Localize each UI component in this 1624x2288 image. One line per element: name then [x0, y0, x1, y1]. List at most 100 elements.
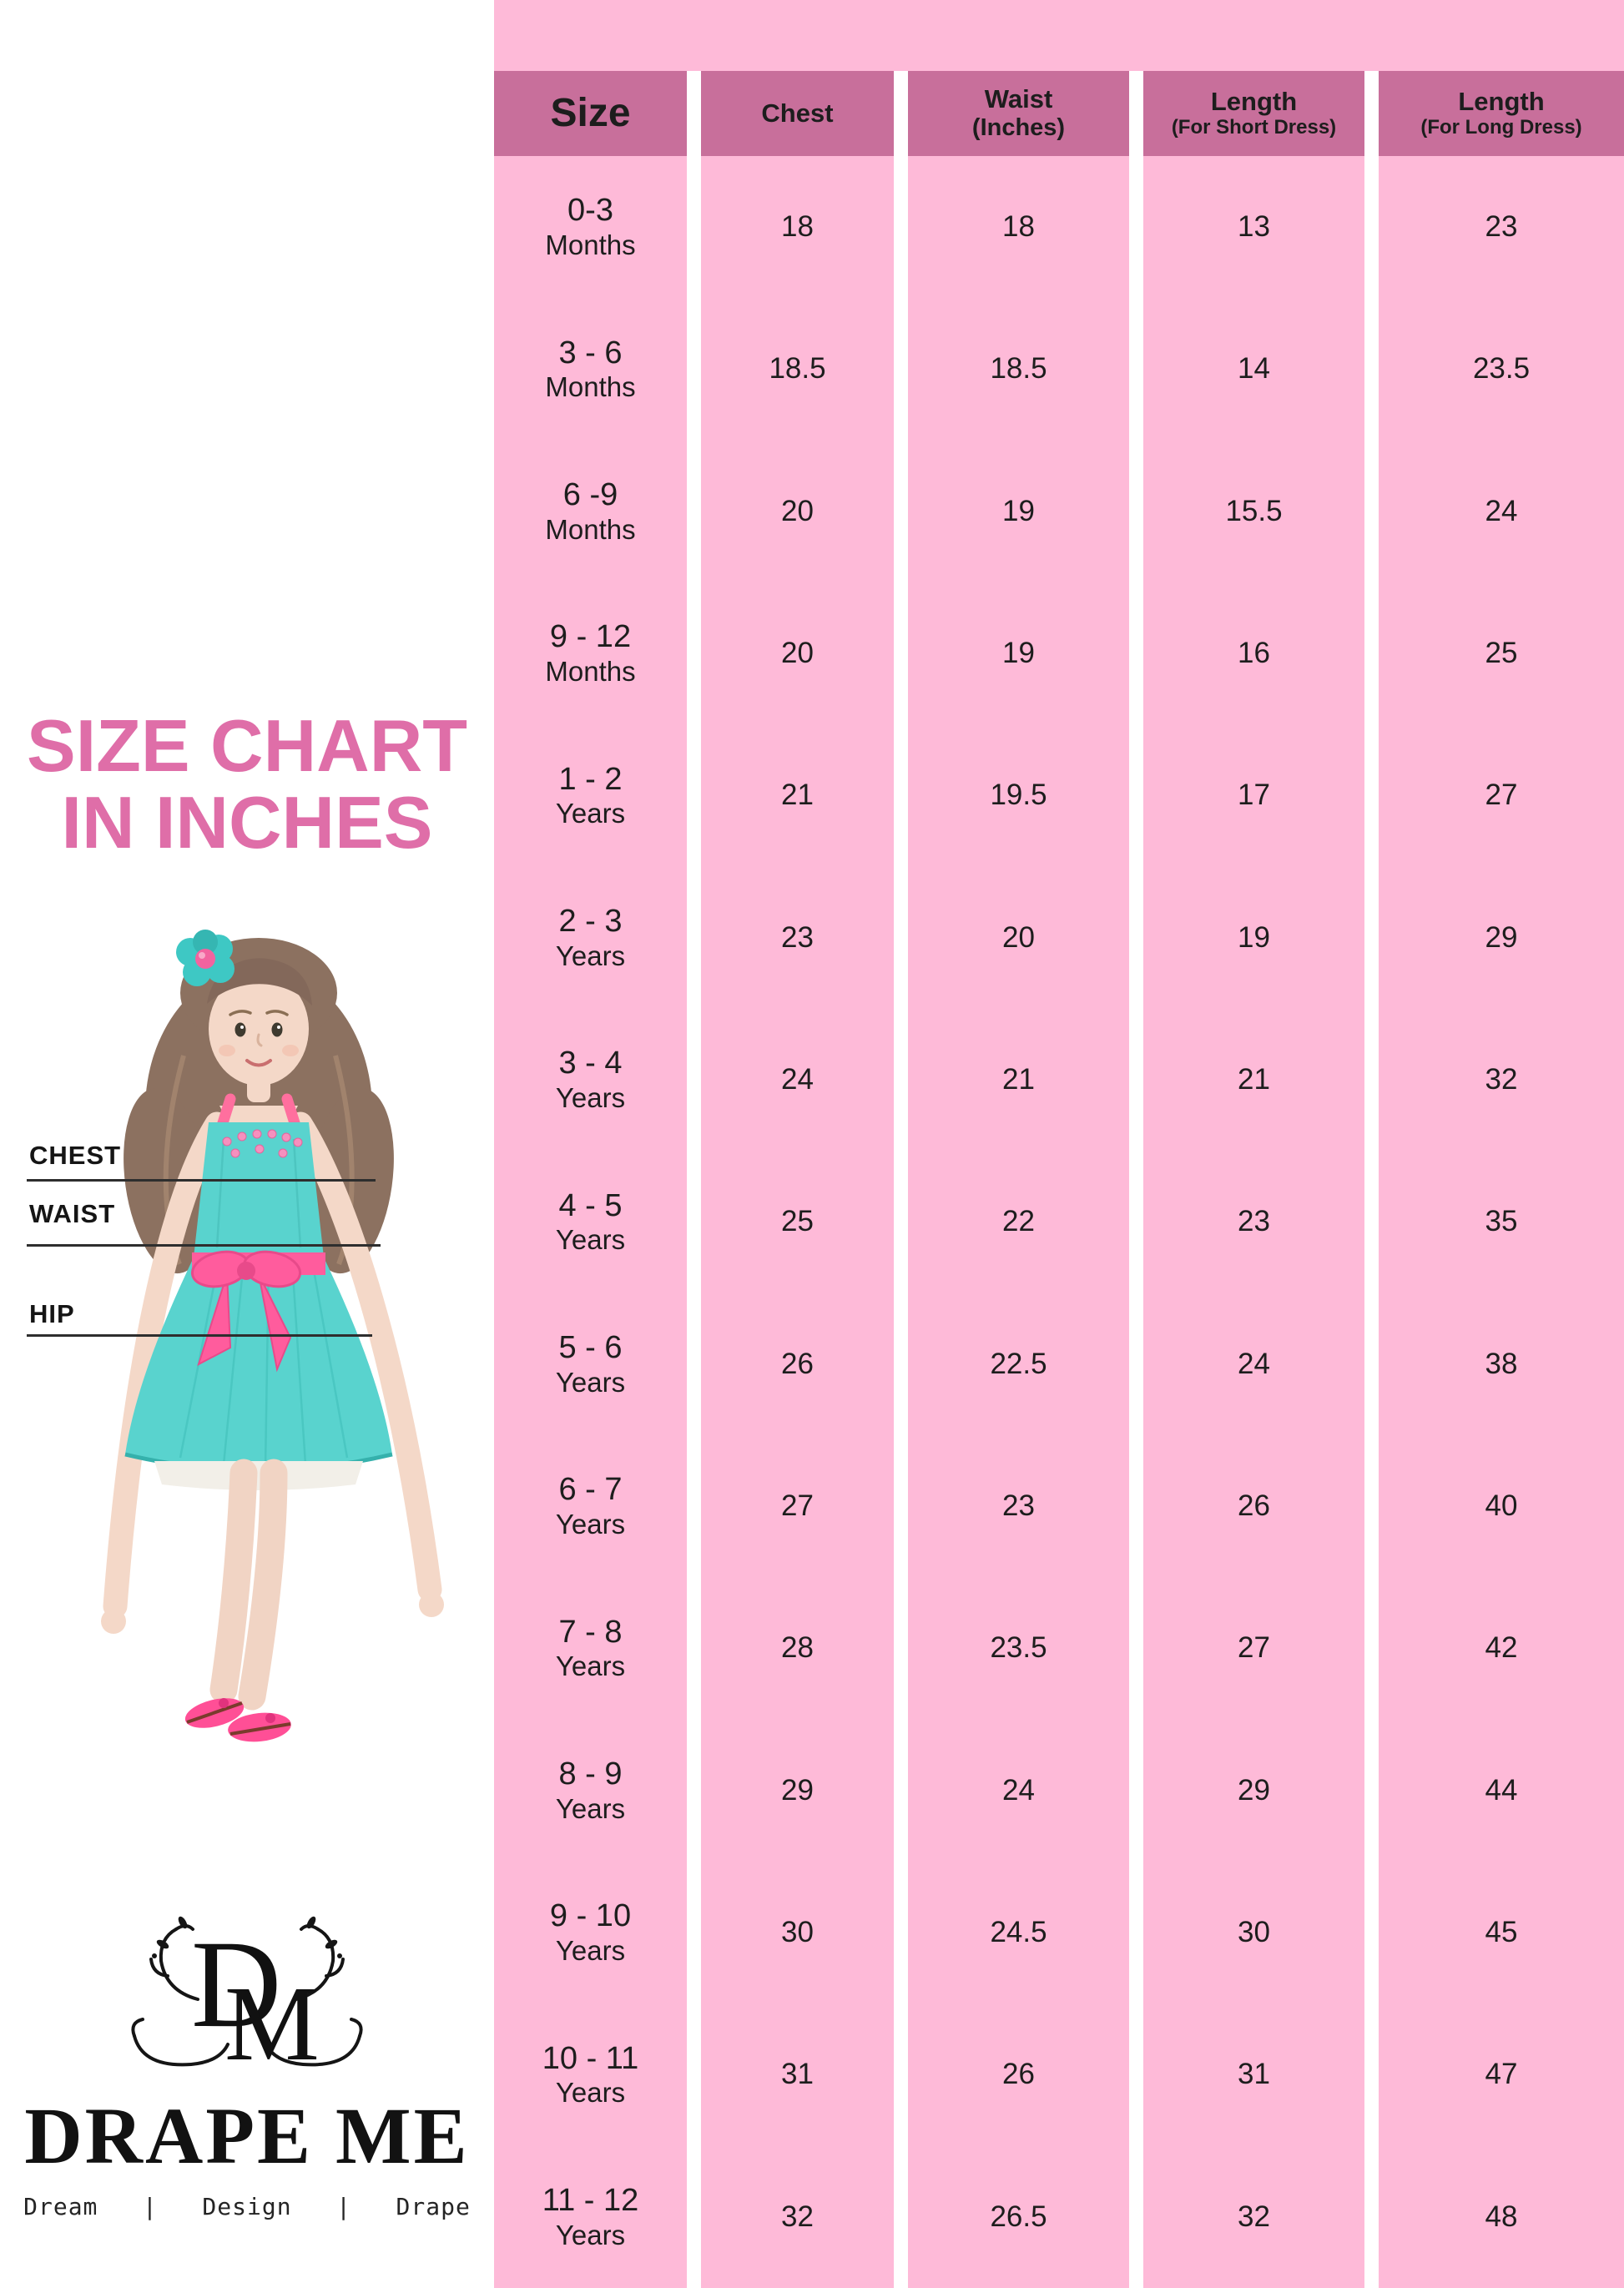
size-unit: Months [545, 371, 636, 403]
flourish-left [131, 1924, 229, 2067]
hip-line [27, 1334, 372, 1337]
arm-left [103, 1111, 229, 1619]
column-body-length_long: 23 23.5 24 25 27 29 32 35 38 40 42 44 45 47 48 [1379, 156, 1624, 2288]
column-body-length_short: 13 14 15.5 16 17 19 21 23 24 26 27 29 30 31 32 [1143, 156, 1364, 2288]
column-body-size: 0-3 Months 3 - 6 Months 6 -9 Months 9 - 12 Mont… [494, 156, 687, 2288]
value-waist: 19.5 [990, 779, 1047, 812]
size-unit: Years [555, 1935, 626, 1967]
value-chest: 25 [781, 1205, 814, 1238]
cell-waist-2: 19 [908, 441, 1129, 582]
cell-chest-10: 28 [701, 1577, 894, 1719]
cell-length_short-9: 26 [1143, 1435, 1364, 1577]
value-waist: 18.5 [990, 352, 1047, 386]
size-range: 6 -9 [562, 476, 618, 512]
size-table: Size 0-3 Months 3 - 6 Months 6 -9 Months 9 - 12… [494, 71, 1624, 2288]
cell-waist-7: 22 [908, 1151, 1129, 1293]
cell-chest-11: 29 [701, 1720, 894, 1862]
cell-waist-3: 19 [908, 582, 1129, 724]
cell-chest-5: 23 [701, 867, 894, 1009]
cell-size-11: 8 - 9 Years [494, 1720, 687, 1862]
waist-label: WAIST [29, 1199, 116, 1228]
value-chest: 27 [781, 1489, 814, 1523]
cell-waist-13: 26 [908, 2003, 1129, 2145]
value-waist: 24 [1002, 1773, 1035, 1807]
table-top-band [494, 0, 1624, 71]
size-unit: Years [555, 940, 626, 971]
column-header-chest: Chest [701, 71, 894, 156]
waist-line [27, 1244, 381, 1247]
cell-length_long-11: 44 [1379, 1720, 1624, 1862]
hip-label: HIP [29, 1299, 75, 1328]
dm-monogram: D M [131, 1915, 363, 2083]
value-waist: 26.5 [990, 2200, 1047, 2233]
value-length_long: 32 [1485, 1063, 1518, 1096]
size-unit: Months [545, 513, 636, 545]
size-unit: Years [555, 1082, 626, 1114]
cell-length_short-0: 13 [1143, 156, 1364, 298]
size-range: 4 - 5 [558, 1187, 623, 1223]
header-main-length_short: Length [1210, 87, 1298, 117]
size-unit: Years [555, 1792, 626, 1824]
header-sub-length_long: (For Long Dress) [1420, 115, 1582, 139]
cell-length_short-6: 21 [1143, 1009, 1364, 1151]
cell-size-14: 11 - 12 Years [494, 2146, 687, 2288]
dress-skirt [125, 1257, 392, 1470]
leg-right [238, 1459, 288, 1711]
cell-size-2: 6 -9 Months [494, 441, 687, 582]
cell-size-12: 9 - 10 Years [494, 1862, 687, 2003]
cell-size-4: 1 - 2 Years [494, 724, 687, 866]
cell-length_long-14: 48 [1379, 2146, 1624, 2288]
cell-length_long-13: 47 [1379, 2003, 1624, 2145]
value-length_long: 27 [1485, 779, 1518, 812]
cell-chest-13: 31 [701, 2003, 894, 2145]
pearl-beads [222, 1129, 303, 1158]
column-body-chest: 18 18.5 20 20 21 23 24 25 26 27 28 29 30 31 32 [701, 156, 894, 2288]
value-waist: 22.5 [990, 1347, 1047, 1380]
brand-logo: D M DRAPE ME Dream | Design | Drape [0, 1901, 494, 2220]
value-waist: 18 [1002, 210, 1035, 244]
column-length_short: Length (For Short Dress) 13 14 15.5 16 17 19 21 2… [1143, 71, 1364, 2288]
value-length_short: 13 [1238, 210, 1270, 244]
size-unit: Years [555, 1509, 626, 1540]
header-main-waist: Waist [984, 84, 1053, 114]
cell-length_long-7: 35 [1379, 1151, 1624, 1293]
tulle [154, 1461, 363, 1490]
size-unit: Years [555, 1650, 626, 1682]
column-header-waist: Waist (Inches) [908, 71, 1129, 156]
size-range: 9 - 10 [549, 1898, 632, 1934]
size-range: 5 - 6 [558, 1329, 623, 1365]
chest-line [27, 1179, 376, 1182]
cell-size-10: 7 - 8 Years [494, 1577, 687, 1719]
cell-length_short-4: 17 [1143, 724, 1364, 866]
page-title-line2: IN INCHES [61, 781, 433, 864]
cell-waist-12: 24.5 [908, 1862, 1129, 2003]
size-range: 10 - 11 [542, 2040, 639, 2076]
cell-waist-4: 19.5 [908, 724, 1129, 866]
cell-size-8: 5 - 6 Years [494, 1293, 687, 1435]
cell-waist-5: 20 [908, 867, 1129, 1009]
cell-waist-11: 24 [908, 1720, 1129, 1862]
cell-chest-8: 26 [701, 1293, 894, 1435]
dress-bodice [194, 1122, 324, 1257]
value-length_long: 45 [1485, 1916, 1518, 1949]
value-length_long: 44 [1485, 1773, 1518, 1807]
cell-length_short-13: 31 [1143, 2003, 1364, 2145]
cell-chest-7: 25 [701, 1151, 894, 1293]
cell-waist-9: 23 [908, 1435, 1129, 1577]
column-chest: Chest 18 18.5 20 20 21 23 24 25 26 27 28 29 30 31 32 [701, 71, 894, 2288]
cell-length_long-9: 40 [1379, 1435, 1624, 1577]
value-waist: 21 [1002, 1063, 1035, 1096]
value-length_long: 24 [1485, 494, 1518, 527]
chest-label: CHEST [29, 1141, 122, 1170]
monogram-letter-m: M [224, 1964, 320, 2083]
cell-waist-6: 21 [908, 1009, 1129, 1151]
value-length_short: 30 [1238, 1916, 1270, 1949]
value-chest: 30 [781, 1916, 814, 1949]
size-unit: Months [545, 229, 636, 261]
cell-size-5: 2 - 3 Years [494, 867, 687, 1009]
cell-length_long-4: 27 [1379, 724, 1624, 866]
value-chest: 29 [781, 1773, 814, 1807]
cell-waist-8: 22.5 [908, 1293, 1129, 1435]
value-chest: 20 [781, 494, 814, 527]
